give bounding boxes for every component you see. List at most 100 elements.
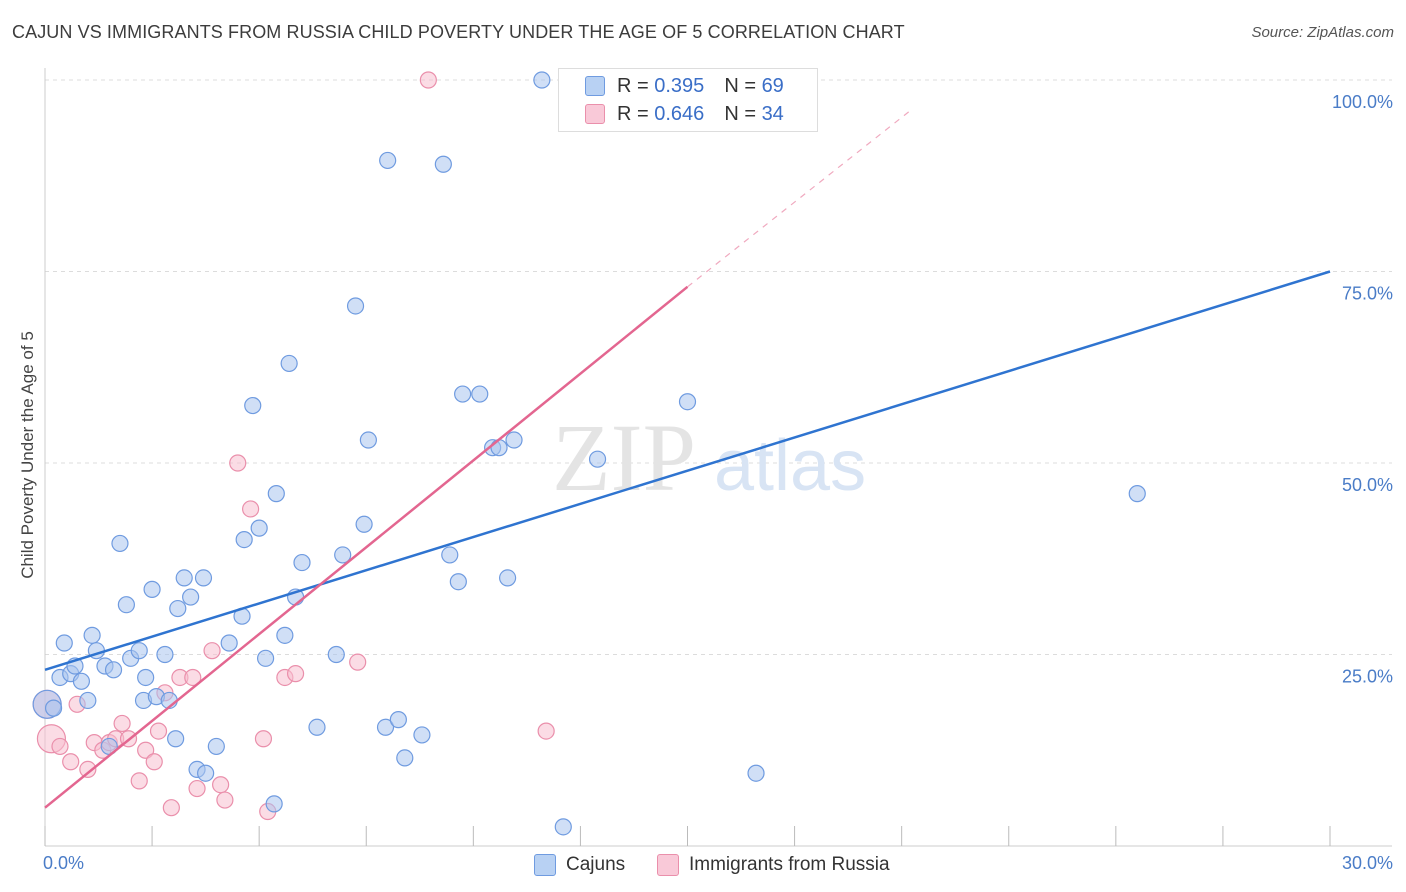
russia-point [242, 500, 260, 518]
cajun-point [471, 385, 489, 403]
legend-russia-n-label: N = [724, 102, 756, 125]
cajun-point [182, 588, 200, 606]
cajun-point [143, 580, 161, 598]
cajun-point [346, 297, 365, 315]
russia-point [62, 753, 80, 771]
russia-point [203, 642, 221, 660]
cajun-point [44, 699, 63, 717]
russia-point [229, 454, 247, 472]
cajun-point [334, 546, 352, 564]
russia-regression-line [44, 285, 689, 809]
cajun-point [449, 573, 467, 591]
cajun-point [588, 450, 607, 468]
legend-cajuns-n-label: N = [724, 74, 756, 97]
cajun-point [379, 151, 397, 170]
cajun-point [490, 439, 508, 457]
legend-row-russia: R = 0.646 N = 34 [585, 101, 784, 127]
legend-cajuns-r-value: 0.395 [654, 74, 705, 97]
legend-russia-r-label: R = [617, 102, 649, 125]
bottom-russia-label: Immigrants from Russia [689, 854, 890, 875]
cajun-point [220, 634, 238, 652]
cajun-point [244, 396, 262, 415]
cajun-point [55, 634, 73, 652]
legend-cajuns-r-label: R = [617, 74, 649, 97]
y-axis-label: Child Poverty Under the Age of 5 [18, 331, 37, 579]
russia-regression-extension [687, 110, 911, 288]
watermark: ZIP atlas [552, 404, 866, 511]
cajun-point [308, 718, 326, 736]
cajun-point [293, 553, 311, 572]
cajun-point [389, 711, 407, 729]
cajun-point [197, 764, 215, 782]
y-tick-label: 25.0% [1342, 667, 1393, 687]
russia-point [162, 799, 180, 817]
cajun-point [130, 642, 148, 660]
x-tick-label: 30.0% [1342, 853, 1393, 873]
cajun-point [194, 569, 213, 587]
cajun-point [280, 354, 298, 373]
cajun-point [256, 649, 275, 667]
y-tick-label: 100.0% [1332, 92, 1393, 112]
cajun-point [83, 626, 101, 644]
russia-point [212, 776, 230, 794]
y-tick-label: 50.0% [1342, 475, 1393, 495]
legend-row-cajuns: R = 0.395 N = 69 [585, 73, 784, 99]
cajun-point [169, 599, 187, 618]
russia-points [32, 71, 637, 821]
cajun-point [327, 645, 345, 664]
bottom-legend-russia: Immigrants from Russia [657, 852, 890, 878]
tick-labels: 25.0% 50.0% 75.0% 100.0% 0.0% 30.0% [43, 92, 1393, 873]
grid-layer [45, 79, 1392, 655]
russia-point [349, 653, 367, 671]
cajuns-regression-line [44, 270, 1331, 672]
chart-title: CAJUN VS IMMIGRANTS FROM RUSSIA CHILD PO… [12, 22, 905, 42]
x-tick-label: 0.0% [43, 853, 84, 873]
cajun-point [156, 645, 174, 664]
cajun-point [167, 730, 185, 748]
cajun-point [505, 431, 523, 449]
russia-point [537, 722, 555, 740]
cajun-point [267, 485, 285, 503]
cajun-point [533, 71, 551, 89]
russia-point [130, 772, 148, 790]
bottom-legend-cajuns: Cajuns [534, 852, 625, 878]
cajun-point [554, 818, 572, 836]
cajuns-swatch [585, 76, 605, 96]
cajun-point [72, 672, 91, 690]
russia-point [51, 737, 69, 756]
cajun-point [276, 626, 294, 644]
legend-russia-n-value: 34 [761, 102, 784, 125]
legend-cajuns-n-value: 69 [761, 74, 784, 97]
legend-russia-r-value: 0.646 [654, 102, 705, 125]
cajun-point [413, 726, 431, 744]
watermark-zip: ZIP [552, 404, 696, 511]
cajun-point [79, 691, 97, 710]
bottom-cajuns-label: Cajuns [566, 854, 626, 875]
cajun-point [137, 668, 155, 687]
russia-point [113, 714, 131, 733]
russia-point [145, 753, 163, 771]
y-tick-label: 75.0% [1342, 284, 1393, 304]
cajun-point [434, 155, 452, 173]
russia-point [149, 722, 168, 740]
russia-point [137, 741, 155, 759]
cajun-point [207, 737, 225, 756]
cajun-point [117, 596, 135, 614]
source-credit: Source: ZipAtlas.com [1251, 24, 1394, 41]
russia-point [286, 665, 305, 683]
russia-point [254, 730, 273, 748]
bottom-cajuns-swatch [534, 854, 556, 876]
cajun-point [396, 749, 414, 767]
cajun-point [441, 546, 459, 564]
russia-point [216, 791, 234, 809]
cajun-point [454, 385, 472, 403]
cajun-point [250, 519, 268, 537]
cajun-point [235, 530, 253, 549]
russia-point [419, 71, 437, 89]
regression-lines [44, 110, 1331, 809]
cajun-point [175, 569, 193, 587]
cajuns-points [32, 71, 1146, 836]
russia-point [79, 760, 97, 779]
cajun-point [111, 534, 129, 553]
